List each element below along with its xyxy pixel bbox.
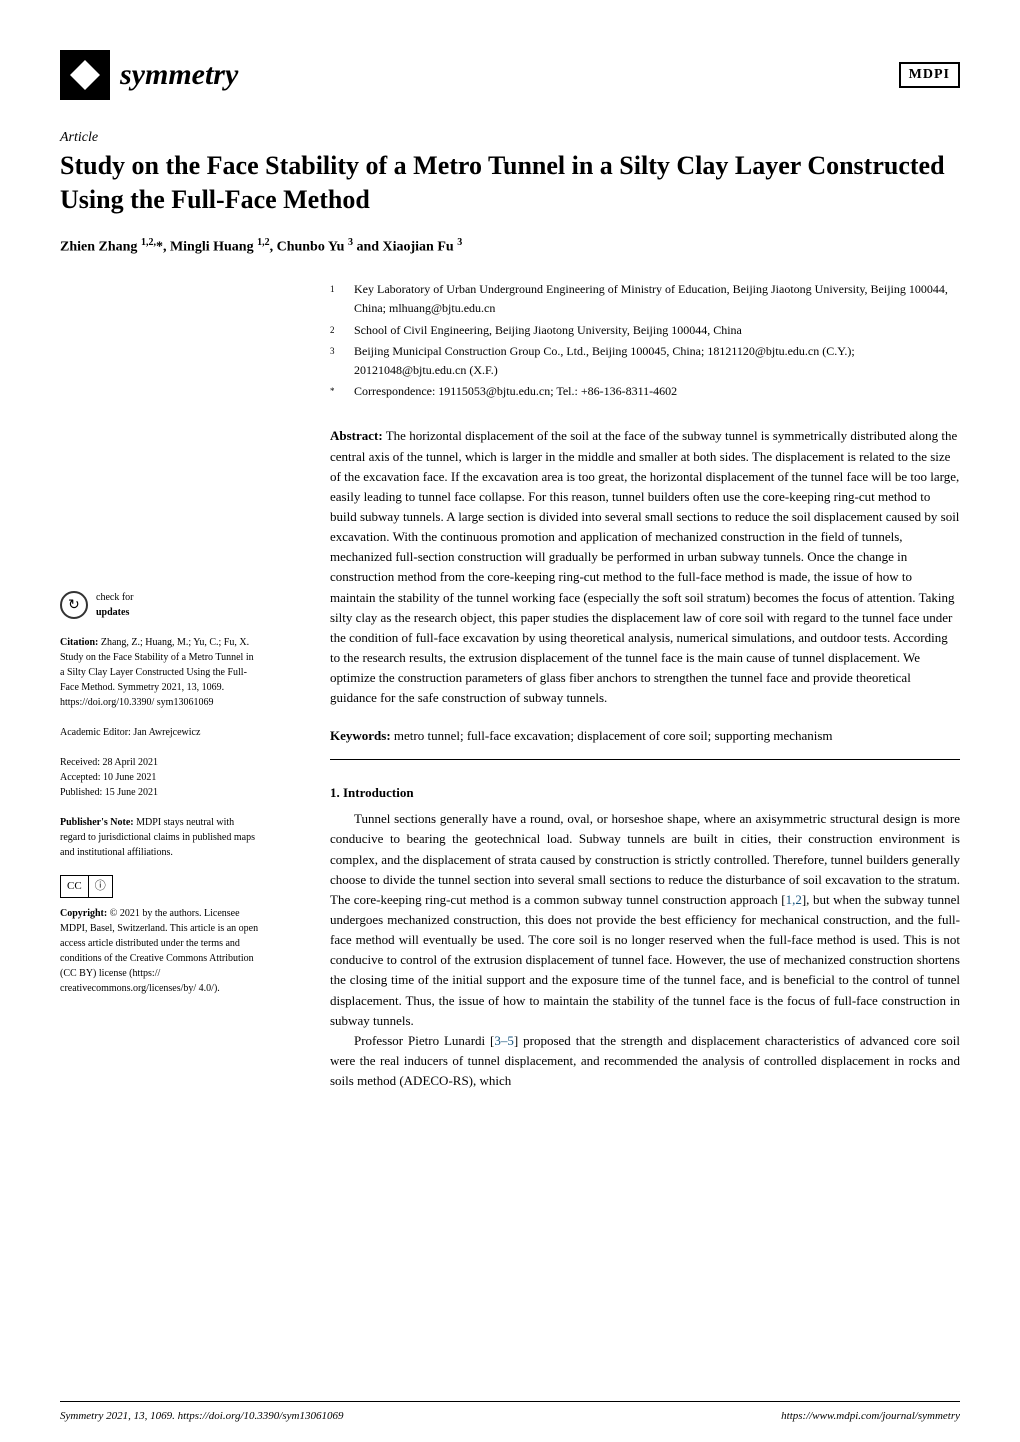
journal-logo: symmetry <box>60 50 238 100</box>
footer-right: https://www.mdpi.com/journal/symmetry <box>781 1410 960 1422</box>
intro-para-2: Professor Pietro Lunardi [3–5] proposed … <box>330 1031 960 1091</box>
published-date: Published: 15 June 2021 <box>60 785 260 800</box>
affiliation-3: 3 Beijing Municipal Construction Group C… <box>330 342 960 380</box>
footer: Symmetry 2021, 13, 1069. https://doi.org… <box>60 1401 960 1422</box>
footer-left: Symmetry 2021, 13, 1069. https://doi.org… <box>60 1410 343 1422</box>
accepted-date: Accepted: 10 June 2021 <box>60 770 260 785</box>
pubnote-label: Publisher's Note: <box>60 817 134 828</box>
header: symmetry MDPI <box>60 50 960 100</box>
citation-label: Citation: <box>60 637 98 648</box>
ref-link-1-2[interactable]: 1,2 <box>786 892 802 907</box>
ref-link-3-5[interactable]: 3–5 <box>494 1033 514 1048</box>
citation-block: Citation: Zhang, Z.; Huang, M.; Yu, C.; … <box>60 635 260 710</box>
copyright-text: © 2021 by the authors. Licensee MDPI, Ba… <box>60 908 258 994</box>
keywords-text: metro tunnel; full-face excavation; disp… <box>394 728 833 743</box>
affiliation-2: 2 School of Civil Engineering, Beijing J… <box>330 321 960 340</box>
editor-name: Jan Awrejcewicz <box>133 727 200 738</box>
abstract-text: The horizontal displacement of the soil … <box>330 428 959 705</box>
check-updates[interactable]: check forupdates <box>60 590 260 620</box>
cc-by-badge-icon: CC ⓘ <box>60 875 113 898</box>
check-updates-icon <box>60 591 88 619</box>
editor-block: Academic Editor: Jan Awrejcewicz <box>60 725 260 740</box>
journal-name: symmetry <box>120 58 238 92</box>
received-date: Received: 28 April 2021 <box>60 755 260 770</box>
keywords-label: Keywords: <box>330 728 391 743</box>
section-1-heading: 1. Introduction <box>330 785 960 801</box>
mdpi-logo: MDPI <box>899 62 960 88</box>
intro-para-1: Tunnel sections generally have a round, … <box>330 809 960 1031</box>
editor-label: Academic Editor: <box>60 727 131 738</box>
publishers-note: Publisher's Note: MDPI stays neutral wit… <box>60 815 260 860</box>
check-updates-label: check forupdates <box>96 590 133 620</box>
keywords: Keywords: metro tunnel; full-face excava… <box>330 728 960 760</box>
license-block: CC ⓘ Copyright: © 2021 by the authors. L… <box>60 875 260 996</box>
correspondence: * Correspondence: 19115053@bjtu.edu.cn; … <box>330 382 960 401</box>
symmetry-logo-icon <box>60 50 110 100</box>
authors: Zhien Zhang 1,2,*, Mingli Huang 1,2, Chu… <box>60 237 960 256</box>
affiliation-1: 1 Key Laboratory of Urban Underground En… <box>330 280 960 318</box>
sidebar: check forupdates Citation: Zhang, Z.; Hu… <box>60 590 260 1011</box>
copyright-label: Copyright: <box>60 908 107 919</box>
abstract-label: Abstract: <box>330 428 383 443</box>
dates-block: Received: 28 April 2021 Accepted: 10 Jun… <box>60 755 260 800</box>
article-type: Article <box>60 130 960 146</box>
article-title: Study on the Face Stability of a Metro T… <box>60 149 960 217</box>
abstract: Abstract: The horizontal displacement of… <box>330 426 960 708</box>
affiliations: 1 Key Laboratory of Urban Underground En… <box>330 280 960 401</box>
